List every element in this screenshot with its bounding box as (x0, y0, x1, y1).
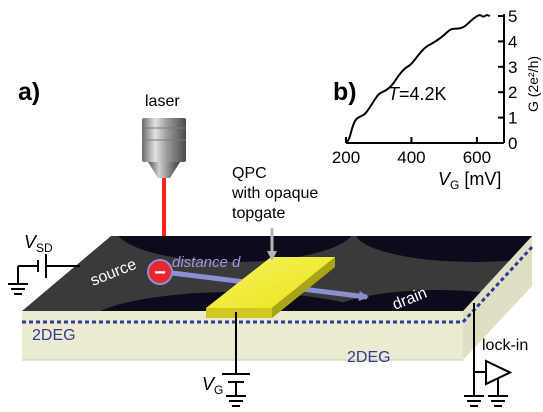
depleted-region-top-right (355, 236, 532, 262)
plot-ticks: 200 400 600 0 1 2 3 4 5 (332, 7, 518, 167)
y-tick-label: 0 (508, 134, 517, 153)
x-tick-label: 200 (332, 148, 360, 167)
y-tick-label: 3 (508, 58, 517, 77)
depleted-region-bottom-left (85, 292, 385, 311)
qpc-label-line3: topgate (232, 205, 285, 222)
conductance-curve (345, 14, 491, 144)
vsd-circuit (8, 254, 80, 295)
y-tick-label: 5 (508, 7, 517, 26)
plot-axes (346, 14, 505, 144)
temperature-annotation: T=4.2K (388, 84, 447, 104)
twodeg-label-right: 2DEG (347, 349, 391, 366)
vg-label: VG (202, 374, 223, 397)
panel-b-label: b) (333, 78, 357, 106)
lockin-label: lock-in (482, 337, 528, 354)
twodeg-label-left: 2DEG (32, 327, 76, 344)
distance-label: distance d (172, 254, 241, 271)
x-axis-title: VG [mV] (438, 169, 501, 192)
laser-objective-icon (142, 118, 186, 178)
y-axis-title: G (2e²/h) (525, 56, 541, 112)
qpc-label-line2: with opaque (231, 185, 318, 202)
depleted-region-top-left (115, 236, 355, 262)
qpc-label-line1: QPC (232, 165, 267, 182)
vsd-label: VSD (24, 232, 53, 255)
plot-series (345, 14, 491, 144)
x-tick-label: 600 (463, 148, 491, 167)
laser-label: laser (145, 93, 180, 110)
y-tick-label: 4 (508, 32, 517, 51)
opaque-topgate (206, 257, 335, 318)
vg-circuit (222, 312, 250, 407)
conductance-plot: b) 200 400 600 0 1 2 3 4 5 T=4.2K VG [mV] G (2e²… (332, 7, 541, 192)
panel-a-label: a) (18, 78, 40, 106)
y-tick-label: 2 (508, 83, 517, 102)
svg-text:−: − (154, 262, 166, 284)
x-tick-label: 400 (397, 148, 425, 167)
lockin-circuit (464, 303, 513, 407)
y-tick-label: 1 (508, 109, 517, 128)
electron-icon: − (147, 259, 173, 285)
